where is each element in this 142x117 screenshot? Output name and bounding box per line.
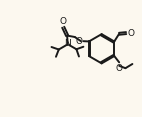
Text: O: O (127, 29, 134, 38)
Text: O: O (59, 17, 66, 26)
Text: O: O (116, 64, 123, 73)
Text: O: O (75, 37, 82, 46)
Text: N: N (64, 39, 71, 48)
